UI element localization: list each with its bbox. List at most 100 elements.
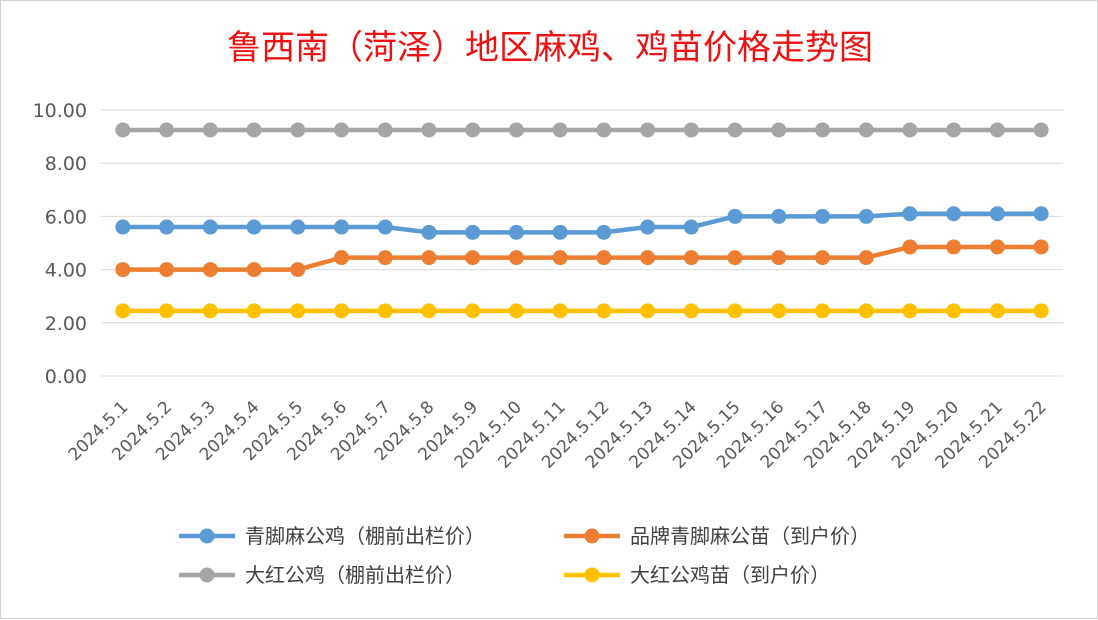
data-point [202, 122, 218, 138]
data-point [465, 303, 481, 319]
gridlines [101, 109, 1063, 377]
data-point [815, 303, 830, 319]
data-point [552, 303, 568, 319]
data-point [683, 303, 699, 319]
data-point [771, 208, 787, 224]
data-point [640, 122, 656, 138]
data-point [421, 250, 437, 266]
data-point [334, 250, 349, 266]
legend-item: 大红公鸡苗（到户价） [564, 563, 830, 587]
series-4 [115, 303, 1049, 319]
data-point [115, 219, 131, 235]
data-point [377, 303, 393, 319]
data-point [290, 122, 306, 138]
data-point [465, 122, 481, 138]
legend-item: 品牌青脚麻公苗（到户价） [564, 524, 870, 548]
data-point [290, 219, 306, 235]
data-point [683, 250, 699, 266]
series-3 [115, 122, 1049, 138]
data-point [683, 122, 699, 138]
legend-swatch-marker [199, 567, 215, 583]
data-point [377, 250, 393, 266]
data-point [858, 303, 874, 319]
y-tick-label: 6.00 [45, 206, 87, 228]
y-tick-label: 2.00 [45, 313, 87, 335]
data-point [159, 219, 175, 235]
data-point [334, 219, 349, 235]
data-point [640, 219, 656, 235]
legend-label: 品牌青脚麻公苗（到户价） [630, 524, 870, 548]
data-point [727, 250, 743, 266]
data-point [246, 122, 262, 138]
data-point [465, 250, 481, 266]
data-point [202, 303, 218, 319]
data-point [946, 239, 962, 255]
data-point [989, 239, 1005, 255]
data-point [858, 250, 874, 266]
series-line [122, 211, 1042, 235]
data-point [815, 208, 830, 224]
legend-swatch-marker [199, 528, 215, 544]
data-point [1033, 122, 1049, 138]
data-point [508, 122, 524, 138]
legend-label: 大红公鸡（棚前出栏价） [245, 563, 465, 587]
data-point [552, 122, 568, 138]
data-point [989, 206, 1005, 222]
data-point [596, 122, 612, 138]
data-point [377, 122, 393, 138]
data-point [727, 208, 743, 224]
data-point [640, 303, 656, 319]
data-point [421, 122, 437, 138]
data-point [902, 206, 918, 222]
legend-item: 大红公鸡（棚前出栏价） [179, 563, 465, 587]
data-point [771, 250, 787, 266]
data-point [377, 219, 393, 235]
data-point [465, 224, 481, 240]
data-point [552, 250, 568, 266]
data-point [202, 219, 218, 235]
data-point [115, 303, 131, 319]
series-lines [115, 122, 1049, 319]
data-point [1033, 239, 1049, 255]
data-point [1033, 206, 1049, 222]
data-point [771, 122, 787, 138]
data-point [202, 262, 218, 278]
data-point [771, 303, 787, 319]
data-point [246, 262, 262, 278]
data-point [421, 224, 437, 240]
legend-label: 青脚麻公鸡（棚前出栏价） [245, 524, 485, 548]
data-point [246, 303, 262, 319]
data-point [596, 224, 612, 240]
legend-swatch-marker [584, 567, 600, 583]
data-point [115, 122, 131, 138]
data-point [552, 224, 568, 240]
legend-label: 大红公鸡苗（到户价） [630, 563, 830, 587]
series-2 [115, 239, 1049, 278]
data-point [596, 250, 612, 266]
data-point [596, 303, 612, 319]
data-point [946, 122, 962, 138]
data-point [858, 208, 874, 224]
data-point [858, 122, 874, 138]
data-point [902, 303, 918, 319]
series-line [122, 244, 1042, 272]
data-point [727, 122, 743, 138]
data-point [159, 122, 175, 138]
data-point [159, 303, 175, 319]
data-point [815, 122, 830, 138]
data-point [508, 250, 524, 266]
series-1 [115, 206, 1049, 240]
data-point [946, 303, 962, 319]
legend-swatch-marker [584, 528, 600, 544]
data-point [508, 224, 524, 240]
chart-title: 鲁西南（菏泽）地区麻鸡、鸡苗价格走势图 [227, 28, 873, 68]
y-tick-label: 8.00 [45, 153, 87, 175]
legend: 青脚麻公鸡（棚前出栏价） 品牌青脚麻公苗（到户价） 大红公鸡（棚前出栏价） 大红公鸡苗… [179, 524, 870, 587]
data-point [902, 239, 918, 255]
data-point [334, 303, 349, 319]
x-axis-ticks: 2024.5.12024.5.22024.5.32024.5.42024.5.5… [65, 397, 1051, 472]
data-point [815, 250, 830, 266]
data-point [508, 303, 524, 319]
